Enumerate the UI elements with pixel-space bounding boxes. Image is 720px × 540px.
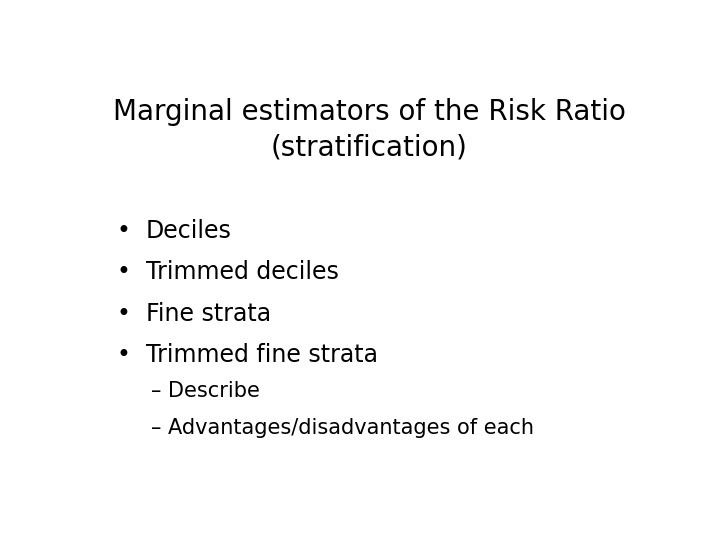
Text: Fine strata: Fine strata: [145, 302, 271, 326]
Text: Marginal estimators of the Risk Ratio
(stratification): Marginal estimators of the Risk Ratio (s…: [112, 98, 626, 162]
Text: Deciles: Deciles: [145, 219, 232, 242]
Text: Trimmed deciles: Trimmed deciles: [145, 260, 338, 284]
Text: •: •: [117, 260, 130, 284]
Text: •: •: [117, 343, 130, 367]
Text: – Advantages/disadvantages of each: – Advantages/disadvantages of each: [151, 418, 534, 438]
Text: •: •: [117, 302, 130, 326]
Text: Trimmed fine strata: Trimmed fine strata: [145, 343, 378, 367]
Text: •: •: [117, 219, 130, 242]
Text: – Describe: – Describe: [151, 381, 260, 401]
